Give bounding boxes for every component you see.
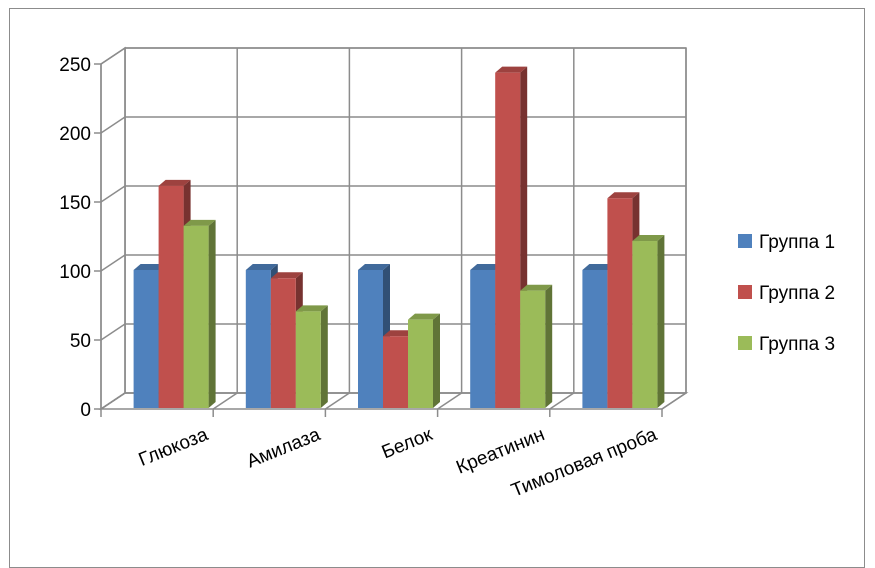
bars (133, 66, 665, 408)
bar-front (495, 72, 521, 408)
bar-top (632, 235, 665, 242)
floor-divider (324, 392, 350, 410)
bar-side (433, 313, 440, 408)
bar-front (582, 270, 608, 408)
bar-front (133, 270, 159, 408)
y-tick-label: 100 (59, 262, 91, 283)
legend-label: Группа 2 (759, 283, 835, 304)
gridline-side (100, 116, 126, 134)
floor-divider (549, 392, 575, 410)
bar-front (383, 336, 408, 408)
y-axis: 0 50 100 150 200 250 (59, 55, 102, 421)
bar-3 (183, 219, 216, 408)
legend-label: Группа 3 (759, 334, 835, 355)
bar-side (545, 284, 553, 408)
bar-top (495, 66, 528, 73)
bar-side (657, 235, 665, 408)
bar-top (245, 264, 278, 270)
bar-top (520, 284, 553, 291)
bar-top (607, 192, 640, 199)
bar-top (183, 219, 216, 226)
y-tick-label: 200 (59, 124, 91, 145)
y-tick-label: 250 (59, 55, 91, 76)
y-tick-label: 0 (80, 400, 91, 421)
legend-item: Группа 1 (738, 232, 835, 253)
x-tick-label: Креатинин (453, 424, 547, 478)
gridline-side (100, 47, 126, 65)
floor-divider (100, 392, 126, 410)
bar-3 (295, 305, 328, 408)
bar-top (295, 305, 328, 312)
bar-front (520, 290, 546, 408)
bar-top (408, 313, 440, 320)
bar-front (470, 270, 496, 408)
bar-top (582, 264, 615, 270)
bar-top (270, 272, 303, 279)
bar-3 (632, 235, 665, 408)
y-tick-label: 150 (59, 193, 91, 214)
bar-top (470, 264, 503, 270)
bar-front (295, 311, 321, 408)
legend-swatch (738, 234, 752, 248)
bar-front (607, 198, 633, 408)
legend-label: Группа 1 (759, 232, 835, 253)
gridline-side (100, 323, 126, 341)
bar-front (632, 241, 658, 408)
bar-front (183, 225, 209, 408)
x-tick-label: Глюкоза (136, 424, 212, 471)
legend-swatch (738, 336, 752, 350)
gridline-side (100, 254, 126, 272)
bar-3 (408, 313, 440, 408)
floor-divider (437, 392, 463, 410)
bar-front (358, 270, 383, 408)
side-wall (100, 46, 126, 411)
legend-item: Группа 3 (738, 334, 835, 355)
bar-front (408, 319, 433, 408)
bar-top (133, 264, 166, 270)
legend: Группа 1 Группа 2 Группа 3 (738, 232, 835, 355)
bar-front (270, 278, 296, 408)
gridline-side (100, 185, 126, 203)
bar-front (158, 185, 184, 408)
floor-divider (212, 392, 238, 410)
x-tick-label: Белок (379, 424, 436, 463)
bar-top (358, 264, 390, 270)
bar-2 (495, 66, 528, 408)
bar-side (208, 219, 216, 408)
x-tick-label: Амилаза (244, 424, 324, 473)
bar-3 (520, 284, 553, 408)
bar-top (383, 330, 415, 337)
bar-front (245, 270, 271, 408)
legend-swatch (738, 285, 752, 299)
bar-side (320, 305, 328, 408)
bar-top (158, 179, 191, 186)
legend-item: Группа 2 (738, 283, 835, 304)
y-tick-label: 50 (70, 331, 91, 352)
floor-divider (661, 392, 687, 410)
